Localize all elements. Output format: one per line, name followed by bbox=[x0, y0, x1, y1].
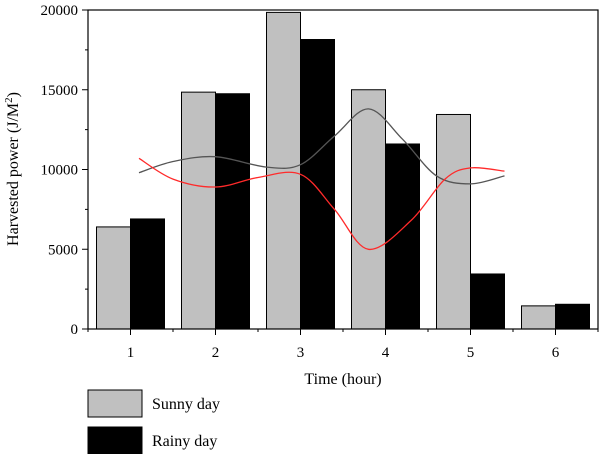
y-axis-title-superscript: 2 bbox=[3, 97, 15, 103]
x-tick-label: 2 bbox=[212, 345, 220, 361]
legend-label: Sunny day bbox=[152, 396, 220, 413]
x-tick-label: 1 bbox=[127, 345, 135, 361]
x-axis-title: Time (hour) bbox=[304, 371, 381, 388]
legend-swatch-sunny bbox=[87, 389, 143, 418]
legend: Sunny day Rainy day bbox=[87, 389, 220, 454]
bar-sunny-5 bbox=[436, 113, 471, 330]
x-tick-label: 5 bbox=[467, 345, 475, 361]
trend-line-red bbox=[138, 157, 505, 250]
bar-sunny-4 bbox=[351, 89, 386, 330]
bar-rainy-1 bbox=[130, 218, 165, 330]
y-tick-label: 10000 bbox=[41, 163, 79, 179]
legend-swatch-rainy bbox=[87, 426, 143, 454]
bar-rainy-4 bbox=[385, 143, 420, 330]
y-axis-title-close: ) bbox=[5, 92, 22, 97]
y-axis-title-main: Harvested power (J/M bbox=[5, 103, 22, 246]
y-tick-label: 15000 bbox=[41, 83, 79, 99]
x-tick-label: 6 bbox=[552, 345, 560, 361]
trend-line-gray bbox=[138, 108, 505, 185]
bar-sunny-6 bbox=[521, 305, 556, 330]
y-axis: 0 5000 10000 15000 20000 bbox=[41, 3, 88, 338]
bar-sunny-3 bbox=[266, 11, 301, 330]
bar-rainy-2 bbox=[215, 93, 250, 330]
bar-sunny-2 bbox=[181, 91, 216, 330]
plot-area bbox=[96, 11, 590, 330]
bar-rainy-5 bbox=[470, 273, 505, 330]
x-axis: 1 2 3 4 5 6 bbox=[87, 329, 599, 361]
x-tick-label: 4 bbox=[382, 345, 390, 361]
bar-rainy-3 bbox=[300, 39, 335, 330]
y-tick-label: 5000 bbox=[48, 242, 78, 258]
y-tick-label: 0 bbox=[71, 322, 79, 338]
y-axis-title: Harvested power (J/M2) bbox=[3, 92, 22, 246]
bar-rainy-6 bbox=[555, 303, 590, 330]
bar-sunny-1 bbox=[96, 226, 131, 330]
legend-label: Rainy day bbox=[152, 433, 217, 450]
x-tick-label: 3 bbox=[297, 345, 305, 361]
y-tick-label: 20000 bbox=[41, 3, 79, 19]
